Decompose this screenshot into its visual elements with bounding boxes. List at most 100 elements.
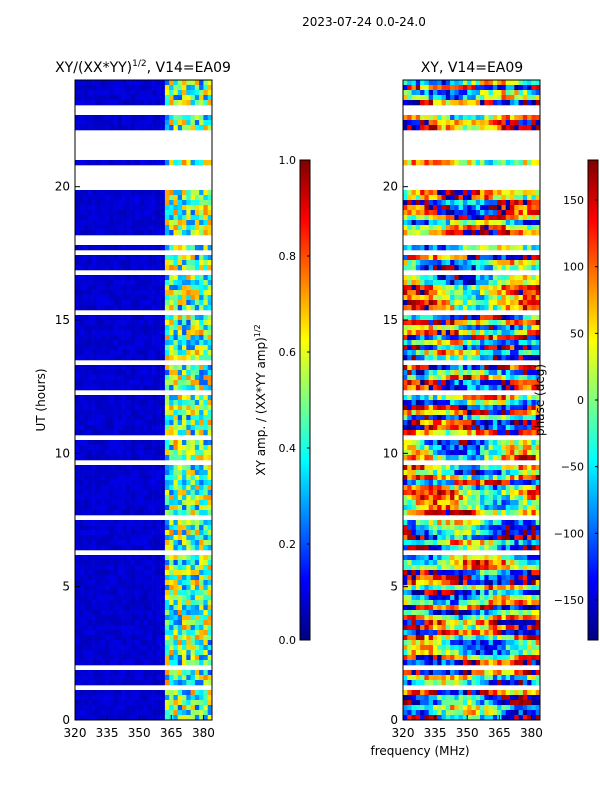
- heatmap-cell: [194, 540, 200, 546]
- heatmap-cell: [475, 365, 481, 371]
- heatmap-cell: [79, 470, 84, 476]
- heatmap-cell: [109, 340, 114, 346]
- heatmap-cell: [130, 580, 136, 586]
- heatmap-cell: [190, 630, 196, 636]
- heatmap-cell: [164, 300, 170, 306]
- heatmap-cell: [475, 125, 481, 131]
- heatmap-cell: [531, 190, 537, 196]
- heatmap-cell: [160, 570, 166, 576]
- heatmap-cell: [100, 690, 106, 696]
- heatmap-cell: [122, 450, 127, 456]
- heatmap-cell: [505, 255, 511, 261]
- heatmap-cell: [514, 420, 519, 426]
- heatmap-cell: [186, 570, 191, 576]
- heatmap-cell: [492, 425, 498, 431]
- heatmap-cell: [480, 215, 485, 221]
- heatmap-cell: [182, 400, 187, 406]
- heatmap-cell: [177, 375, 183, 381]
- heatmap-cell: [441, 400, 447, 406]
- heatmap-cell: [156, 190, 161, 196]
- heatmap-cell: [122, 600, 127, 606]
- heatmap-cell: [134, 340, 140, 346]
- heatmap-cell: [92, 580, 97, 586]
- heatmap-cell: [190, 705, 196, 711]
- heatmap-cell: [79, 560, 84, 566]
- heatmap-cell: [113, 475, 119, 481]
- heatmap-cell: [428, 330, 434, 336]
- heatmap-cell: [518, 425, 524, 431]
- heatmap-cell: [164, 705, 170, 711]
- heatmap-cell: [113, 230, 119, 236]
- heatmap-cell: [497, 205, 502, 211]
- heatmap-cell: [407, 320, 412, 326]
- heatmap-cell: [462, 375, 468, 381]
- heatmap-cell: [143, 365, 149, 371]
- heatmap-cell: [109, 560, 114, 566]
- heatmap-cell: [75, 200, 80, 206]
- heatmap-cell: [203, 210, 209, 216]
- heatmap-cell: [454, 285, 459, 291]
- heatmap-cell: [182, 215, 187, 221]
- heatmap-cell: [169, 495, 174, 501]
- heatmap-cell: [450, 85, 455, 91]
- heatmap-cell: [505, 425, 511, 431]
- heatmap-cell: [75, 280, 80, 286]
- heatmap-cell: [411, 245, 417, 251]
- heatmap-cell: [79, 305, 84, 311]
- heatmap-cell: [164, 220, 170, 226]
- heatmap-cell: [164, 290, 170, 296]
- heatmap-cell: [173, 585, 179, 591]
- heatmap-cell: [79, 625, 84, 631]
- heatmap-cell: [126, 385, 131, 391]
- heatmap-cell: [87, 710, 93, 716]
- heatmap-cell: [441, 325, 447, 331]
- heatmap-cell: [403, 445, 408, 451]
- heatmap-cell: [190, 560, 196, 566]
- heatmap-cell: [156, 575, 161, 581]
- heatmap-cell: [411, 395, 417, 401]
- heatmap-cell: [177, 290, 183, 296]
- heatmap-cell: [194, 375, 200, 381]
- heatmap-cell: [152, 355, 157, 361]
- heatmap-cell: [160, 700, 166, 706]
- heatmap-cell: [190, 600, 196, 606]
- heatmap-cell: [79, 640, 84, 646]
- heatmap-cell: [83, 350, 89, 356]
- heatmap-cell: [160, 345, 166, 351]
- heatmap-cell: [471, 295, 477, 301]
- heatmap-cell: [437, 415, 442, 421]
- heatmap-cell: [117, 520, 123, 526]
- heatmap-cell: [139, 405, 144, 411]
- heatmap-cell: [75, 350, 80, 356]
- heatmap-cell: [147, 230, 153, 236]
- heatmap-cell: [79, 445, 84, 451]
- heatmap-cell: [109, 195, 114, 201]
- heatmap-cell: [147, 440, 153, 446]
- heatmap-cell: [531, 355, 537, 361]
- heatmap-cell: [194, 445, 200, 451]
- heatmap-cell: [186, 530, 191, 536]
- heatmap-cell: [484, 340, 489, 346]
- heatmap-cell: [134, 275, 140, 281]
- heatmap-cell: [207, 705, 212, 711]
- heatmap-cell: [160, 520, 166, 526]
- heatmap-cell: [454, 125, 459, 131]
- heatmap-cell: [113, 375, 119, 381]
- heatmap-cell: [134, 440, 140, 446]
- heatmap-cell: [134, 530, 140, 536]
- heatmap-cell: [207, 505, 212, 511]
- heatmap-cell: [510, 160, 515, 166]
- heatmap-cell: [96, 225, 101, 231]
- heatmap-cell: [147, 635, 153, 641]
- heatmap-cell: [186, 535, 191, 541]
- heatmap-cell: [75, 565, 80, 571]
- heatmap-cell: [173, 365, 179, 371]
- heatmap-cell: [122, 570, 127, 576]
- heatmap-cell: [122, 190, 127, 196]
- heatmap-cell: [173, 385, 179, 391]
- heatmap-cell: [100, 410, 106, 416]
- heatmap-cell: [182, 275, 187, 281]
- heatmap-cell: [199, 640, 204, 646]
- heatmap-cell: [92, 380, 97, 386]
- heatmap-cell: [113, 80, 119, 86]
